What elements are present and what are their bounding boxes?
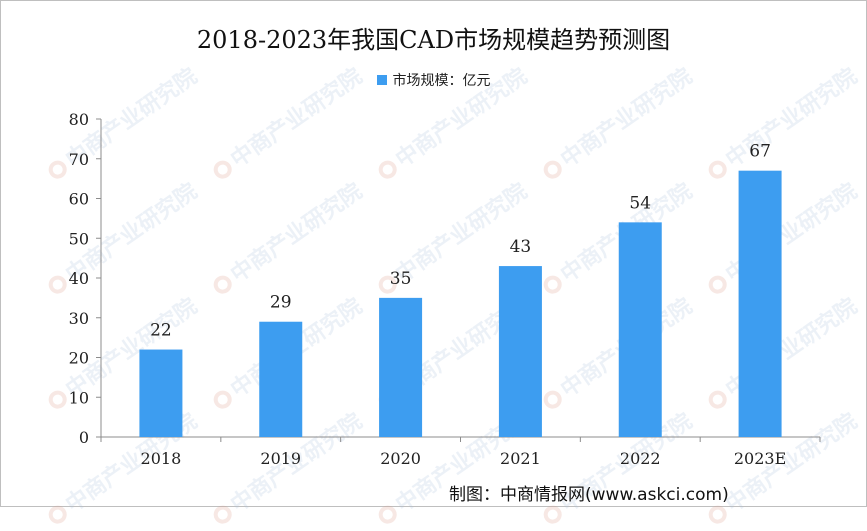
source-note: 制图：中商情报网(www.askci.com) [449, 485, 729, 505]
x-tick-label: 2018 [141, 449, 182, 468]
data-label: 67 [749, 142, 771, 162]
data-label: 43 [510, 237, 532, 257]
legend-label: 市场规模：亿元 [392, 73, 491, 89]
y-tick-label: 0 [79, 428, 89, 447]
data-label: 35 [390, 269, 412, 289]
bar [738, 170, 782, 438]
data-label: 54 [629, 193, 651, 213]
bar [379, 297, 423, 437]
y-tick-label: 30 [69, 309, 89, 328]
x-tick-label: 2020 [380, 449, 421, 468]
bar [139, 349, 183, 437]
y-tick-label: 80 [69, 110, 89, 129]
data-label: 29 [270, 293, 292, 313]
legend[interactable]: 市场规模：亿元 [0, 70, 867, 90]
x-tick-label: 2019 [260, 449, 301, 468]
bar [498, 266, 542, 437]
data-label: 22 [150, 321, 172, 341]
x-tick-label: 2023E [734, 449, 786, 468]
y-tick-label: 70 [69, 150, 89, 169]
y-tick-label: 50 [69, 229, 89, 248]
x-tick-label: 2021 [500, 449, 541, 468]
x-tick-label: 2022 [620, 449, 661, 468]
bar-chart-plot: 0 10 20 30 40 50 60 70 80 22 2018 29 2019 35 2020 43 202… [69, 110, 821, 468]
y-tick-label: 40 [69, 269, 89, 288]
bar [259, 321, 303, 437]
chart-title: 2018-2023年我国CAD市场规模趋势预测图 [196, 26, 671, 54]
bar [618, 222, 662, 437]
y-tick-label: 10 [69, 388, 89, 407]
y-tick-label: 60 [69, 190, 89, 209]
legend-swatch [376, 75, 387, 85]
y-tick-label: 20 [69, 349, 89, 368]
